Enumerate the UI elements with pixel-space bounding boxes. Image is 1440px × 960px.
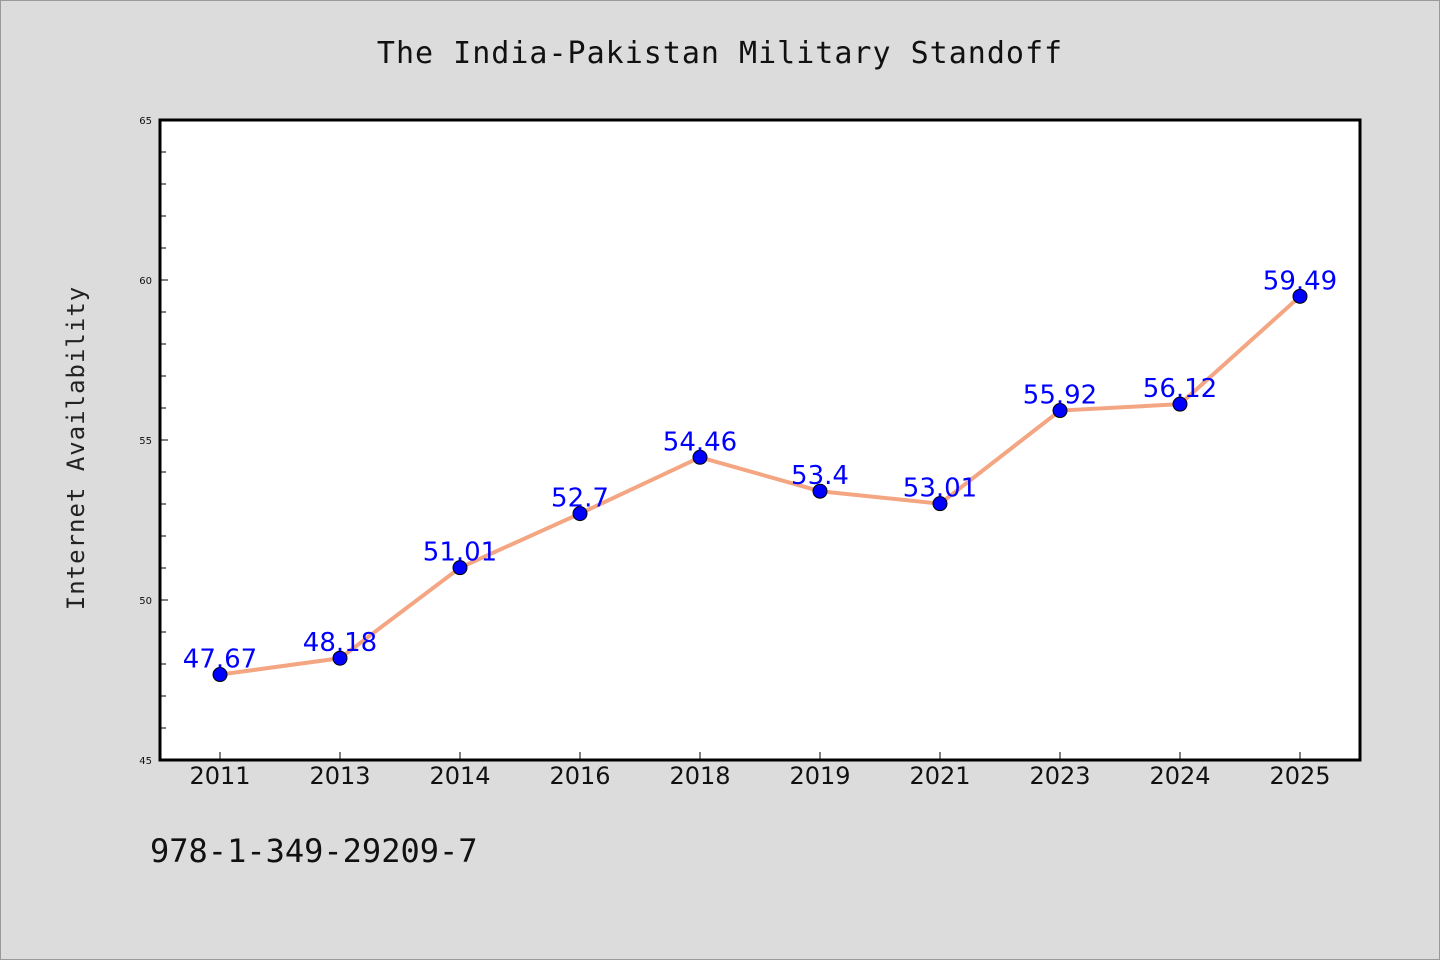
x-tick-label: 2011 xyxy=(189,762,250,790)
data-label: 56.12 xyxy=(1143,374,1217,404)
y-tick-label: 50 xyxy=(139,596,152,607)
data-label: 53.01 xyxy=(903,474,977,504)
series-line xyxy=(219,294,1302,677)
y-tick-label: 55 xyxy=(139,436,152,447)
data-label: 53.4 xyxy=(791,461,849,491)
y-tick-label: 45 xyxy=(139,756,152,767)
x-axis: 2011 2013 2014 2016 2018 2019 2021 2023 2024 2025 xyxy=(189,752,1331,790)
data-point xyxy=(212,667,228,683)
x-tick-label: 2018 xyxy=(669,762,730,790)
data-label: 54.46 xyxy=(663,427,737,457)
plot-area xyxy=(158,118,1362,762)
chart-title: The India-Pakistan Military Standoff xyxy=(377,36,1063,71)
x-tick-label: 2019 xyxy=(789,762,850,790)
x-tick-label: 2014 xyxy=(429,762,490,790)
data-point xyxy=(812,483,828,499)
y-axis: 45 50 55 60 65 xyxy=(139,116,168,767)
x-tick-label: 2016 xyxy=(549,762,610,790)
y-tick-label: 60 xyxy=(139,276,152,287)
data-label: 48.18 xyxy=(303,628,377,658)
x-tick-label: 2023 xyxy=(1029,762,1090,790)
series-group xyxy=(212,288,1308,683)
x-tick-label: 2024 xyxy=(1149,762,1210,790)
data-label: 59.49 xyxy=(1263,266,1337,296)
x-tick-label: 2025 xyxy=(1269,762,1330,790)
y-axis-label: Internet Availability xyxy=(62,286,90,610)
data-point xyxy=(1172,396,1188,412)
x-tick-label: 2021 xyxy=(909,762,970,790)
data-point xyxy=(692,449,708,465)
data-label: 52.7 xyxy=(551,484,609,514)
data-label: 51.01 xyxy=(423,538,497,568)
isbn-footer: 978-1-349-29209-7 xyxy=(150,832,478,870)
data-label: 55.92 xyxy=(1023,381,1097,411)
x-tick-label: 2013 xyxy=(309,762,370,790)
data-point xyxy=(1292,288,1308,304)
data-point xyxy=(1052,403,1068,419)
data-point xyxy=(572,506,588,522)
y-tick-label: 65 xyxy=(139,116,152,127)
data-point xyxy=(932,496,948,512)
data-point xyxy=(452,560,468,576)
data-point xyxy=(332,650,348,666)
data-label: 47.67 xyxy=(183,645,257,675)
data-labels-group: 47.67 48.18 51.01 52.7 54.46 53.4 53.01 55.92 56… xyxy=(183,266,1337,674)
